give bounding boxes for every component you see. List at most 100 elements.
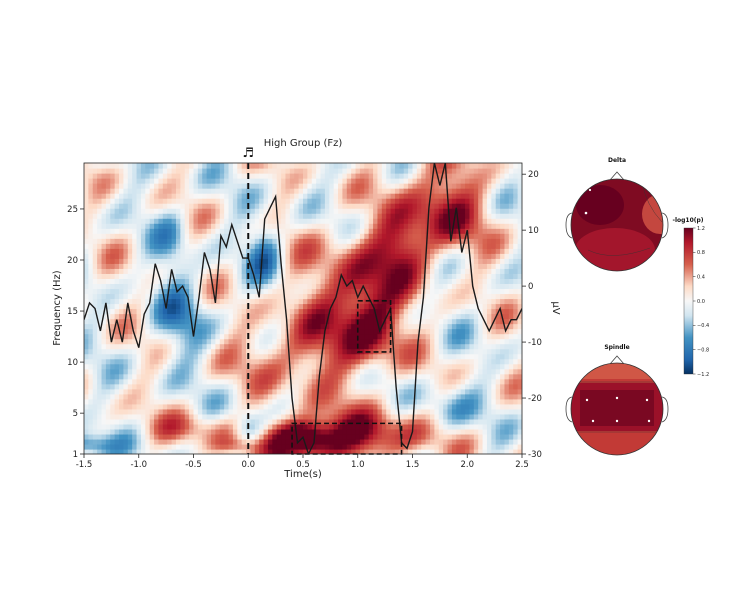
heatmap-cell <box>206 423 212 430</box>
heatmap-cell <box>162 383 168 390</box>
heatmap-cell <box>408 263 414 269</box>
heatmap-cell <box>237 408 243 415</box>
heatmap-cell <box>105 213 111 219</box>
heatmap-cell <box>189 393 195 400</box>
heatmap-cell <box>237 413 243 420</box>
heatmap-cell <box>123 233 129 239</box>
heatmap-cell <box>127 438 133 445</box>
heatmap-cell <box>281 273 287 279</box>
heatmap-cell <box>351 338 357 345</box>
heatmap-cell <box>224 228 230 234</box>
heatmap-cell <box>298 418 304 425</box>
heatmap-cell <box>189 303 195 310</box>
heatmap-cell <box>237 433 243 440</box>
heatmap-cell <box>355 408 361 415</box>
heatmap-cell <box>368 253 374 259</box>
heatmap-cell <box>333 268 339 274</box>
heatmap-cell <box>316 283 322 290</box>
heatmap-cell <box>394 353 400 360</box>
heatmap-cell <box>447 178 453 184</box>
heatmap-cell <box>333 308 339 315</box>
heatmap-cell <box>381 403 387 410</box>
heatmap-cell <box>119 268 125 274</box>
heatmap-cell <box>272 228 278 234</box>
heatmap-cell <box>430 358 435 365</box>
heatmap-cell <box>162 203 168 209</box>
heatmap-cell <box>84 248 89 254</box>
heatmap-cell <box>158 188 164 194</box>
heatmap-cell <box>97 318 103 325</box>
heatmap-cell <box>241 198 247 204</box>
heatmap-cell <box>351 193 357 199</box>
heatmap-cell <box>443 298 449 305</box>
heatmap-cell <box>294 278 300 285</box>
heatmap-cell <box>373 408 379 415</box>
heatmap-cell <box>333 323 339 330</box>
heatmap-cell <box>294 248 300 254</box>
heatmap-cell <box>193 333 199 340</box>
heatmap-cell <box>84 378 89 385</box>
heatmap-cell <box>416 218 422 224</box>
heatmap-cell <box>394 168 400 174</box>
heatmap-cell <box>359 273 365 279</box>
heatmap-cell <box>311 378 317 385</box>
heatmap-cell <box>311 418 317 425</box>
heatmap-cell <box>197 188 203 194</box>
heatmap-cell <box>394 283 400 290</box>
heatmap-cell <box>167 203 173 209</box>
heatmap-cell <box>140 263 146 269</box>
heatmap-cell <box>219 203 225 209</box>
heatmap-cell <box>250 318 256 325</box>
heatmap-cell <box>127 213 133 219</box>
heatmap-cell <box>254 413 260 420</box>
heatmap-cell <box>206 298 212 305</box>
heatmap-cell <box>149 328 155 335</box>
heatmap-cell <box>136 408 142 415</box>
heatmap-cell <box>359 423 365 430</box>
heatmap-cell <box>97 438 103 445</box>
heatmap-cell <box>351 433 357 440</box>
heatmap-cell <box>329 223 335 229</box>
heatmap-cell <box>206 268 212 274</box>
heatmap-cell <box>158 408 164 415</box>
heatmap-cell <box>101 258 107 264</box>
heatmap-cell <box>390 313 396 320</box>
heatmap-cell <box>333 343 339 350</box>
heatmap-cell <box>342 448 348 454</box>
heatmap-cell <box>241 243 247 249</box>
heatmap-cell <box>333 168 339 174</box>
heatmap-cell <box>294 318 300 325</box>
heatmap-cell <box>211 203 216 209</box>
heatmap-cell <box>373 278 379 285</box>
heatmap-cell <box>329 188 335 194</box>
heatmap-cell <box>202 263 208 269</box>
heatmap-cell <box>346 378 352 385</box>
heatmap-cell <box>175 323 181 330</box>
heatmap-cell <box>202 163 208 169</box>
heatmap-cell <box>324 418 330 425</box>
heatmap-cell <box>281 448 287 454</box>
heatmap-cell <box>193 358 199 365</box>
heatmap-cell <box>329 403 335 410</box>
heatmap-cell <box>215 188 221 194</box>
heatmap-cell <box>324 378 330 385</box>
heatmap-cell <box>206 193 212 199</box>
heatmap-cell <box>294 268 300 274</box>
heatmap-cell <box>88 433 94 440</box>
heatmap-cell <box>211 238 216 244</box>
heatmap-cell <box>412 423 418 430</box>
heatmap-cell <box>162 198 168 204</box>
heatmap-cell <box>250 333 256 340</box>
heatmap-cell <box>294 393 300 400</box>
heatmap-cell <box>412 243 418 249</box>
heatmap-cell <box>140 213 146 219</box>
heatmap-cell <box>211 273 216 279</box>
heatmap-cell <box>408 238 414 244</box>
heatmap-cell <box>254 273 260 279</box>
heatmap-cell <box>175 238 181 244</box>
heatmap-cell <box>123 293 129 300</box>
heatmap-cell <box>333 348 339 355</box>
heatmap-cell <box>307 393 313 400</box>
heatmap-cell <box>224 308 230 315</box>
heatmap-cell <box>430 218 435 224</box>
